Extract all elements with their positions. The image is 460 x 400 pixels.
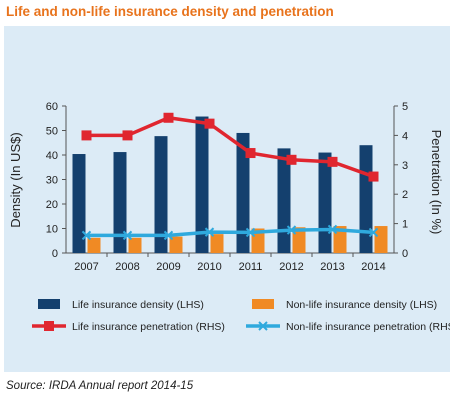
- y-tick-label-right: 5: [402, 101, 408, 113]
- legend-marker: [44, 321, 54, 331]
- y-tick-label-right: 4: [402, 130, 408, 142]
- life-density-bar: [236, 132, 250, 253]
- nonlife-penetration-marker: [327, 224, 338, 235]
- life-penetration-marker: [245, 148, 256, 159]
- nonlife-density-bar: [210, 234, 224, 253]
- y-tick-label-right: 3: [402, 160, 408, 172]
- life-penetration-marker: [286, 154, 297, 165]
- legend-label: Non-life insurance penetration (RHS): [286, 321, 450, 333]
- legend-label: Life insurance density (LHS): [72, 299, 204, 311]
- life-penetration-marker: [163, 112, 174, 123]
- life-density-bar: [195, 116, 209, 253]
- y-axis-label-left: Density (In US$): [8, 132, 23, 227]
- life-density-bar: [113, 152, 127, 253]
- life-penetration-marker: [204, 118, 215, 129]
- nonlife-penetration-marker: [368, 227, 379, 238]
- y-tick-label-left: 30: [46, 175, 58, 187]
- x-tick-label: 2013: [320, 261, 344, 273]
- chart-panel: 0 10 20 30 40 50 60 0 1 2 3 4 5 2007 2008 2009 2010 2011 2…: [4, 26, 450, 372]
- life-penetration-marker: [327, 156, 338, 167]
- nonlife-penetration-marker: [81, 230, 92, 241]
- legend-swatch: [252, 299, 274, 309]
- x-tick-label: 2012: [279, 261, 303, 273]
- legend-marker: [258, 321, 268, 331]
- life-penetration-marker: [81, 130, 92, 141]
- y-tick-label-left: 0: [52, 248, 58, 260]
- x-tick-label: 2007: [74, 261, 98, 273]
- life-density-bar: [359, 145, 373, 253]
- life-penetration-line: [86, 116, 375, 179]
- nonlife-penetration-marker: [286, 225, 297, 235]
- life-penetration-marker: [122, 130, 133, 141]
- nonlife-density-bar: [87, 237, 101, 253]
- x-tick-label: 2011: [239, 261, 263, 273]
- nonlife-penetration-line: [86, 227, 374, 238]
- x-tick-label: 2008: [115, 261, 139, 273]
- chart-legend: Life insurance density (LHS) Non-life ins…: [32, 299, 450, 333]
- chart-svg: 0 10 20 30 40 50 60 0 1 2 3 4 5 2007 2008 2009 2010 2011 2…: [8, 101, 450, 333]
- y-tick-label-left: 50: [46, 126, 58, 138]
- y-tick-label-left: 10: [46, 224, 58, 236]
- nonlife-density-bar: [251, 228, 265, 253]
- chart-lines: [81, 112, 379, 241]
- y-tick-label-right: 1: [402, 219, 408, 231]
- legend-label: Life insurance penetration (RHS): [72, 321, 225, 333]
- legend-swatch: [38, 299, 60, 309]
- x-tick-label: 2010: [197, 261, 221, 273]
- y-tick-label-left: 20: [46, 199, 58, 211]
- life-density-bar: [318, 152, 332, 253]
- nonlife-penetration-marker: [204, 227, 215, 237]
- nonlife-penetration-marker: [163, 230, 174, 241]
- y-tick-label-right: 0: [402, 248, 408, 260]
- life-density-bar: [154, 136, 168, 253]
- y-tick-label-left: 60: [46, 101, 58, 113]
- nonlife-density-bar: [169, 236, 183, 253]
- nonlife-density-bar: [128, 237, 142, 253]
- x-tick-label: 2009: [156, 261, 180, 273]
- life-density-bar: [72, 154, 86, 253]
- x-tick-label: 2014: [361, 261, 385, 273]
- nonlife-penetration-marker: [245, 227, 256, 238]
- y-tick-label-left: 40: [46, 150, 58, 162]
- life-penetration-marker: [368, 171, 379, 182]
- nonlife-penetration-marker: [122, 230, 133, 241]
- legend-label: Non-life insurance density (LHS): [286, 299, 437, 311]
- source-note: Source: IRDA Annual report 2014-15: [6, 380, 194, 392]
- y-tick-label-right: 2: [402, 189, 408, 201]
- chart-axes: 0 10 20 30 40 50 60 0 1 2 3 4 5 2007 2008 2009 2010 2011 2…: [46, 101, 408, 273]
- chart-title: Life and non-life insurance density and …: [6, 4, 334, 19]
- nonlife-density-bar: [374, 226, 388, 253]
- y-axis-label-right: Penetration (In %): [429, 130, 444, 235]
